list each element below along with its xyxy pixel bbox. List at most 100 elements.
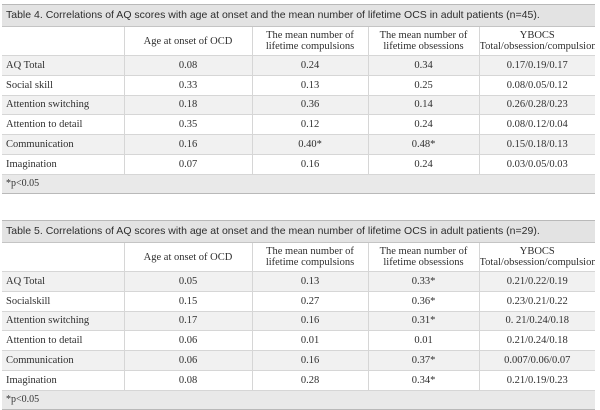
header-obsessions-line1: The mean number of [379,30,468,41]
header-label [2,243,125,272]
header-obsessions-line1: The mean number of [379,246,468,257]
header-compulsions-line2: lifetime compulsions [265,257,355,268]
cell-compulsions: 0.36 [252,95,369,116]
header-compulsions-line1: The mean number of [266,30,354,41]
cell-ybocs: 0.21/0.22/0.19 [479,271,595,292]
footnote: *p<0.05 [2,174,595,193]
table-row: Socialskill 0.15 0.27 0.36* 0.23/0.21/0.… [2,291,595,312]
cell-age: 0.33 [124,75,253,96]
cell-ybocs: 0. 21/0.24/0.18 [479,311,595,332]
header-ybocs: YBOCS Total/obsession/compulsion [479,27,595,56]
cell-compulsions: 0.40* [252,134,369,155]
table-row: Attention to detail 0.06 0.01 0.01 0.21/… [2,330,595,352]
cell-ybocs: 0.26/0.28/0.23 [479,95,595,116]
header-obsessions: The mean number of lifetime obsessions [368,243,480,272]
cell-obsessions: 0.33* [368,271,480,292]
cell-ybocs: 0.03/0.05/0.03 [479,154,595,175]
cell-compulsions: 0.24 [252,55,369,76]
header-compulsions: The mean number of lifetime compulsions [252,27,369,56]
header-row: Age at onset of OCD The mean number of li… [2,243,595,272]
table-row: Imagination 0.08 0.28 0.34* 0.21/0.19/0.… [2,370,595,391]
cell-age: 0.17 [124,311,253,332]
footnote: *p<0.05 [2,390,595,409]
cell-obsessions: 0.14 [368,95,480,116]
header-ybocs-line2: Total/obsession/compulsion [479,257,596,268]
cell-ybocs: 0.007/0.06/0.07 [479,350,595,371]
cell-obsessions: 0.48* [368,134,480,155]
cell-obsessions: 0.34 [368,55,480,76]
cell-obsessions: 0.31* [368,311,480,332]
cell-age: 0.08 [124,55,253,76]
row-label: Social skill [2,75,125,96]
header-compulsions-line2: lifetime compulsions [265,41,355,52]
cell-compulsions: 0.16 [252,154,369,175]
cell-compulsions: 0.27 [252,291,369,312]
row-label: Attention to detail [2,114,125,136]
header-compulsions: The mean number of lifetime compulsions [252,243,369,272]
cell-obsessions: 0.37* [368,350,480,371]
cell-ybocs: 0.17/0.19/0.17 [479,55,595,76]
table-row: Communication 0.16 0.40* 0.48* 0.15/0.18… [2,134,595,155]
table-5: Table 5. Correlations of AQ scores with … [2,220,595,410]
cell-age: 0.06 [124,350,253,371]
header-obsessions-line2: lifetime obsessions [383,257,464,268]
cell-age: 0.07 [124,154,253,175]
row-label: Socialskill [2,291,125,312]
table-row: Communication 0.06 0.16 0.37* 0.007/0.06… [2,350,595,371]
cell-age: 0.18 [124,95,253,116]
cell-obsessions: 0.34* [368,370,480,391]
cell-compulsions: 0.16 [252,350,369,371]
table-row: Attention switching 0.18 0.36 0.14 0.26/… [2,95,595,116]
data-table: Age at onset of OCD The mean number of li… [2,243,595,391]
cell-obsessions: 0.36* [368,291,480,312]
table-row: Social skill 0.33 0.13 0.25 0.08/0.05/0.… [2,75,595,96]
cell-ybocs: 0.15/0.18/0.13 [479,134,595,155]
table-4: Table 4. Correlations of AQ scores with … [2,4,595,194]
header-age: Age at onset of OCD [124,27,253,56]
row-label: Imagination [2,370,125,391]
cell-ybocs: 0.08/0.12/0.04 [479,114,595,136]
row-label: Attention switching [2,311,125,332]
header-compulsions-line1: The mean number of [266,246,354,257]
cell-ybocs: 0.21/0.19/0.23 [479,370,595,391]
cell-age: 0.08 [124,370,253,391]
cell-compulsions: 0.13 [252,75,369,96]
data-table: Age at onset of OCD The mean number of li… [2,27,595,175]
row-label: Attention to detail [2,330,125,352]
cell-compulsions: 0.01 [252,330,369,352]
table-row: Imagination 0.07 0.16 0.24 0.03/0.05/0.0… [2,154,595,175]
cell-age: 0.06 [124,330,253,352]
row-label: AQ Total [2,55,125,76]
header-age: Age at onset of OCD [124,243,253,272]
header-obsessions-line2: lifetime obsessions [383,41,464,52]
row-label: AQ Total [2,271,125,292]
table-row: AQ Total 0.05 0.13 0.33* 0.21/0.22/0.19 [2,271,595,292]
table-row: AQ Total 0.08 0.24 0.34 0.17/0.19/0.17 [2,55,595,76]
table-caption: Table 5. Correlations of AQ scores with … [2,221,595,243]
cell-compulsions: 0.28 [252,370,369,391]
header-age-text: Age at onset of OCD [143,251,233,263]
cell-obsessions: 0.25 [368,75,480,96]
table-row: Attention switching 0.17 0.16 0.31* 0. 2… [2,311,595,332]
cell-age: 0.16 [124,134,253,155]
header-age-text: Age at onset of OCD [143,35,233,47]
cell-compulsions: 0.16 [252,311,369,332]
cell-ybocs: 0.21/0.24/0.18 [479,330,595,352]
cell-ybocs: 0.08/0.05/0.12 [479,75,595,96]
row-label: Communication [2,134,125,155]
header-ybocs-line2: Total/obsession/compulsion [479,41,596,52]
table-caption: Table 4. Correlations of AQ scores with … [2,5,595,27]
cell-age: 0.35 [124,114,253,136]
header-ybocs-line1: YBOCS [519,246,555,257]
row-label: Communication [2,350,125,371]
header-ybocs-line1: YBOCS [519,30,555,41]
header-obsessions: The mean number of lifetime obsessions [368,27,480,56]
header-row: Age at onset of OCD The mean number of li… [2,27,595,56]
cell-compulsions: 0.13 [252,271,369,292]
cell-age: 0.15 [124,291,253,312]
cell-ybocs: 0.23/0.21/0.22 [479,291,595,312]
header-ybocs: YBOCS Total/obsession/compulsion [479,243,595,272]
row-label: Imagination [2,154,125,175]
table-row: Attention to detail 0.35 0.12 0.24 0.08/… [2,114,595,136]
cell-obsessions: 0.24 [368,114,480,136]
